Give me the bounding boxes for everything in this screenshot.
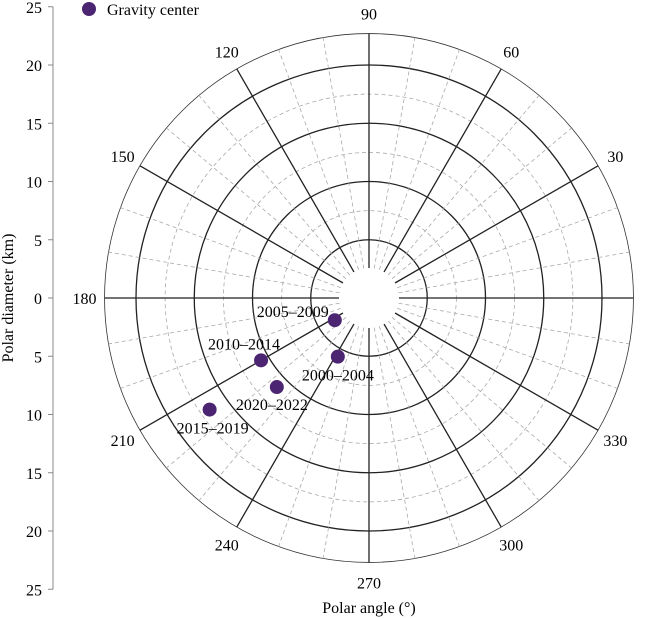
angle-tick-label: 300 <box>499 537 523 554</box>
spoke-60 <box>383 68 502 273</box>
point-2010–2014 <box>254 353 269 368</box>
y-tick-label: 5 <box>34 233 42 250</box>
dashed-spoke <box>387 320 540 501</box>
spoke-300 <box>383 323 502 528</box>
point-label: 2010–2014 <box>208 336 280 353</box>
y-tick-label: 15 <box>26 116 42 133</box>
dashed-spoke <box>278 49 360 270</box>
spoke-30 <box>394 165 599 284</box>
angle-tick-label: 120 <box>215 45 239 62</box>
y-tick-label: 5 <box>34 349 42 366</box>
y-tick-label: 15 <box>26 466 42 483</box>
center-hole <box>339 268 399 328</box>
y-tick-label: 10 <box>26 408 42 425</box>
dashed-spoke <box>397 307 618 389</box>
y-tick-label: 25 <box>26 582 42 599</box>
legend-label: Gravity center <box>107 2 200 19</box>
y-axis-label: Polar diameter (km) <box>0 234 17 363</box>
dashed-spoke <box>378 326 460 547</box>
y-tick-label: 20 <box>26 524 42 541</box>
angle-tick-label: 150 <box>111 149 135 166</box>
dashed-spoke <box>398 302 630 345</box>
dashed-spoke <box>391 127 572 280</box>
dashed-spoke <box>391 316 572 469</box>
dashed-spoke <box>120 207 341 289</box>
legend-marker <box>82 2 96 16</box>
dashed-spoke <box>166 127 347 280</box>
y-tick-label: 25 <box>26 0 42 17</box>
polar-grid: 0306090120150180210240270300330 <box>73 7 650 593</box>
angle-tick-label: 90 <box>361 7 377 24</box>
spoke-210 <box>139 312 344 431</box>
angle-tick-label: 270 <box>357 575 381 592</box>
dashed-spoke <box>278 326 360 547</box>
point-label: 2005–2009 <box>257 304 329 321</box>
angle-tick-label: 180 <box>73 291 97 308</box>
point-label: 2015–2019 <box>177 421 249 438</box>
point-2015–2019 <box>202 402 217 417</box>
y-tick-label: 10 <box>26 175 42 192</box>
spoke-330 <box>394 312 599 431</box>
x-axis-label: Polar angle (°) <box>322 600 415 617</box>
angle-tick-label: 330 <box>603 433 627 450</box>
spoke-150 <box>139 165 344 284</box>
angle-tick-label: 60 <box>503 45 519 62</box>
dashed-spoke <box>108 251 340 294</box>
angle-tick-label: 240 <box>215 537 239 554</box>
point-label: 2020–2022 <box>236 397 308 414</box>
y-tick-label: 0 <box>34 291 42 308</box>
data-points: 2000–2004 2005–2009 2010–2014 2015–2019 2020… <box>177 304 374 437</box>
angle-tick-label: 30 <box>607 149 623 166</box>
dashed-spoke <box>198 95 351 276</box>
y-tick-label: 20 <box>26 58 42 75</box>
dashed-spoke <box>397 207 618 289</box>
point-2020–2022 <box>269 380 284 395</box>
angle-tick-label: 210 <box>111 433 135 450</box>
dashed-spoke <box>378 49 460 270</box>
point-label: 2000–2004 <box>302 368 374 385</box>
y-axis: 25 20 15 10 5 0 5 10 15 20 25 <box>26 0 54 599</box>
spoke-120 <box>236 68 355 273</box>
dashed-spoke <box>373 37 416 269</box>
point-2000–2004 <box>330 349 345 364</box>
dashed-spoke <box>387 95 540 276</box>
point-2005–2009 <box>327 313 342 328</box>
